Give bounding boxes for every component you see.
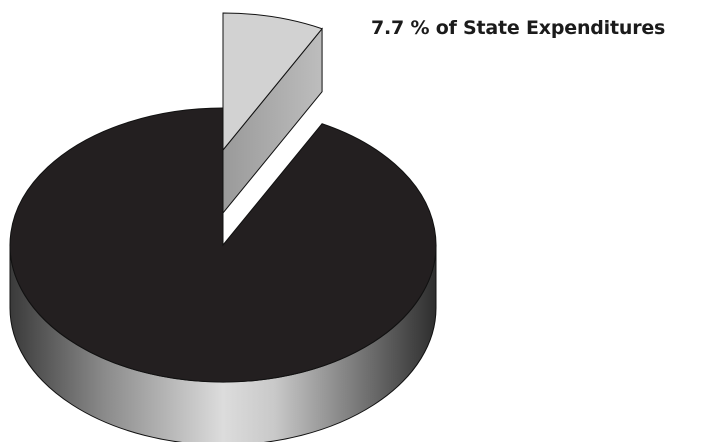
pie-slice-large [9,107,437,383]
pie-slice-small [222,12,323,152]
slice-label-small: 7.7 % of State Expenditures [371,17,666,39]
